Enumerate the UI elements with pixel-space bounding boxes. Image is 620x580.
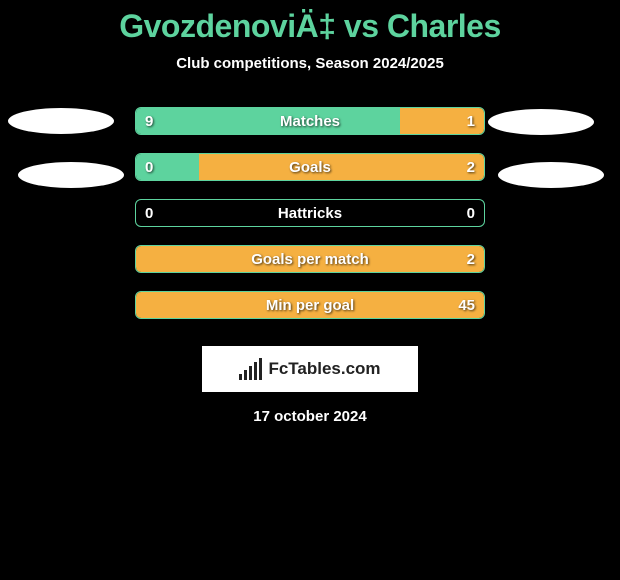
logo-text: FcTables.com [268,359,380,379]
bar-track [135,153,485,181]
bar-track [135,107,485,135]
fctables-logo: FcTables.com [202,346,418,392]
page-title: GvozdenoviÄ‡ vs Charles [0,0,620,45]
stat-row: Goals per match 2 [0,236,620,282]
bar-track [135,245,485,273]
bar-fill-left [136,154,199,180]
date-text: 17 october 2024 [0,408,620,425]
bar-fill-right [136,292,484,318]
comparison-chart: 9 Matches 1 0 Goals 2 0 Hattricks 0 [0,98,620,328]
chart-icon [239,358,262,380]
bar-track [135,199,485,227]
stat-row: 0 Goals 2 [0,144,620,190]
stat-row: Min per goal 45 [0,282,620,328]
stat-row: 0 Hattricks 0 [0,190,620,236]
bar-fill-right [400,108,484,134]
bar-track [135,291,485,319]
subtitle: Club competitions, Season 2024/2025 [0,55,620,72]
bar-fill-right [199,154,484,180]
bar-fill-right [136,246,484,272]
stat-row: 9 Matches 1 [0,98,620,144]
bar-fill-left [136,108,400,134]
